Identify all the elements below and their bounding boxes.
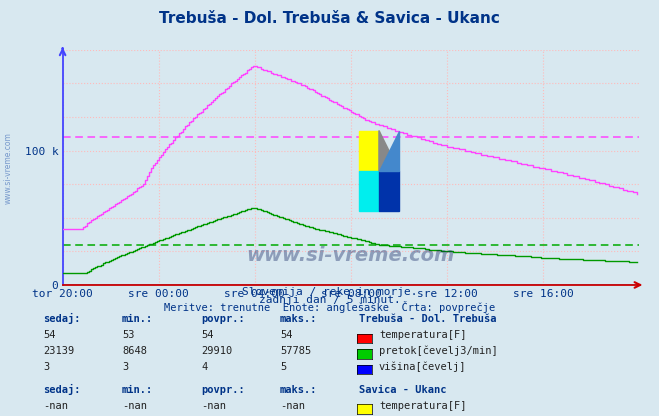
Bar xyxy=(359,131,379,171)
Text: Trebuša - Dol. Trebuša & Savica - Ukanc: Trebuša - Dol. Trebuša & Savica - Ukanc xyxy=(159,11,500,26)
Text: www.si-vreme.com: www.si-vreme.com xyxy=(3,133,13,204)
Text: pretok[čevelj3/min]: pretok[čevelj3/min] xyxy=(379,346,498,356)
Text: www.si-vreme.com: www.si-vreme.com xyxy=(246,246,455,265)
Text: Savica - Ukanc: Savica - Ukanc xyxy=(359,385,447,395)
Text: povpr.:: povpr.: xyxy=(201,314,244,324)
Polygon shape xyxy=(379,131,399,171)
Text: Meritve: trenutne  Enote: anglešaške  Črta: povprečje: Meritve: trenutne Enote: anglešaške Črta… xyxy=(164,301,495,313)
Text: 4: 4 xyxy=(201,362,207,372)
Text: 23139: 23139 xyxy=(43,346,74,356)
Text: 54: 54 xyxy=(201,330,214,340)
Text: maks.:: maks.: xyxy=(280,385,318,395)
Text: 54: 54 xyxy=(43,330,55,340)
Bar xyxy=(359,171,379,211)
Text: sedaj:: sedaj: xyxy=(43,384,80,395)
Text: -nan: -nan xyxy=(201,401,226,411)
Text: 5: 5 xyxy=(280,362,286,372)
Text: povpr.:: povpr.: xyxy=(201,385,244,395)
Polygon shape xyxy=(379,131,399,171)
Text: zadnji dan / 5 minut.: zadnji dan / 5 minut. xyxy=(258,295,401,305)
Text: -nan: -nan xyxy=(280,401,305,411)
Text: temperatura[F]: temperatura[F] xyxy=(379,401,467,411)
Text: sedaj:: sedaj: xyxy=(43,313,80,324)
Text: 3: 3 xyxy=(43,362,49,372)
Text: maks.:: maks.: xyxy=(280,314,318,324)
Bar xyxy=(379,171,399,211)
Text: 54: 54 xyxy=(280,330,293,340)
Text: 53: 53 xyxy=(122,330,134,340)
Text: min.:: min.: xyxy=(122,385,153,395)
Text: 8648: 8648 xyxy=(122,346,147,356)
Text: min.:: min.: xyxy=(122,314,153,324)
Text: -nan: -nan xyxy=(43,401,68,411)
Text: Slovenija / reke in morje.: Slovenija / reke in morje. xyxy=(242,287,417,297)
Text: 57785: 57785 xyxy=(280,346,311,356)
Text: -nan: -nan xyxy=(122,401,147,411)
Text: Trebuša - Dol. Trebuša: Trebuša - Dol. Trebuša xyxy=(359,314,497,324)
Text: 3: 3 xyxy=(122,362,128,372)
Text: temperatura[F]: temperatura[F] xyxy=(379,330,467,340)
Text: 29910: 29910 xyxy=(201,346,232,356)
Text: višina[čevelj]: višina[čevelj] xyxy=(379,362,467,372)
